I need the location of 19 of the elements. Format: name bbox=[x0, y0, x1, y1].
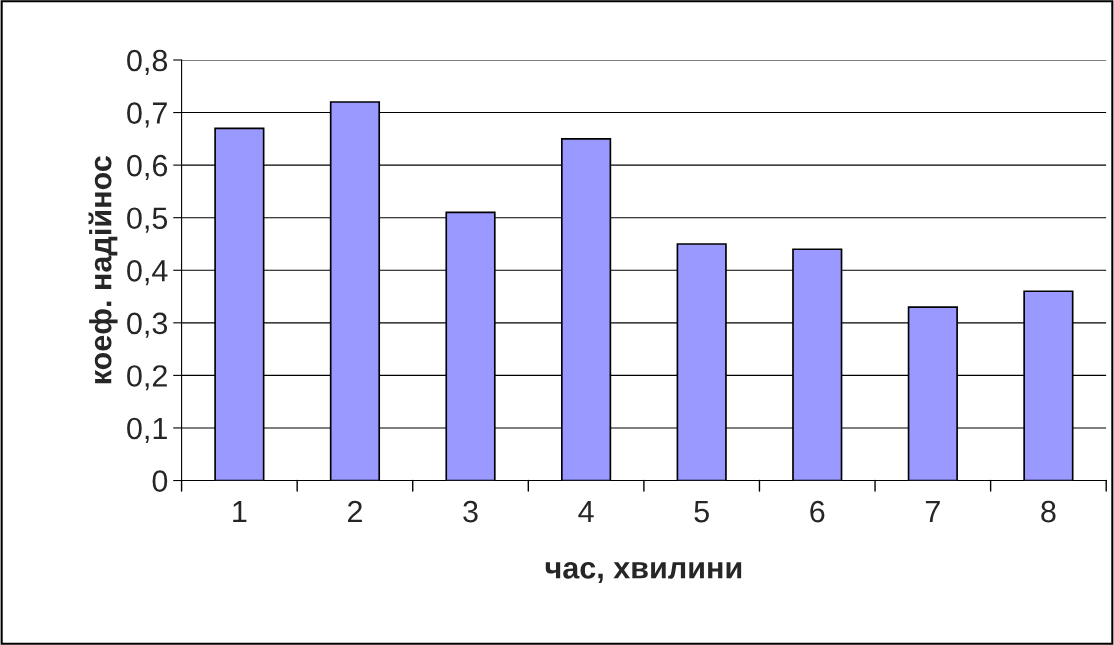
y-tick-label: 0,1 bbox=[127, 417, 167, 443]
x-tick-label: 6 bbox=[810, 500, 825, 523]
y-tick-label: 0 bbox=[152, 470, 168, 492]
x-tick-label: 2 bbox=[347, 500, 362, 523]
x-tick-label: 4 bbox=[578, 501, 594, 523]
y-axis-title: коеф. надійнос bbox=[88, 156, 118, 384]
y-tick-label: 0,6 bbox=[127, 154, 168, 181]
y-tick-label: 0,3 bbox=[127, 312, 168, 338]
x-tick-label: 5 bbox=[694, 501, 709, 523]
x-tick-label: 8 bbox=[1041, 500, 1056, 523]
x-tick-label: 3 bbox=[463, 500, 478, 523]
x-tick-label: 7 bbox=[925, 501, 940, 523]
y-tick-label: 0,2 bbox=[127, 365, 167, 391]
y-tick-label: 0,8 bbox=[127, 49, 168, 75]
y-tick-label: 0,7 bbox=[127, 102, 167, 128]
x-axis-title: час, хвилини bbox=[545, 561, 742, 584]
x-tick-label: 1 bbox=[233, 501, 247, 523]
y-tick-label: 0,5 bbox=[127, 207, 168, 233]
y-tick-label: 0,4 bbox=[127, 259, 168, 286]
